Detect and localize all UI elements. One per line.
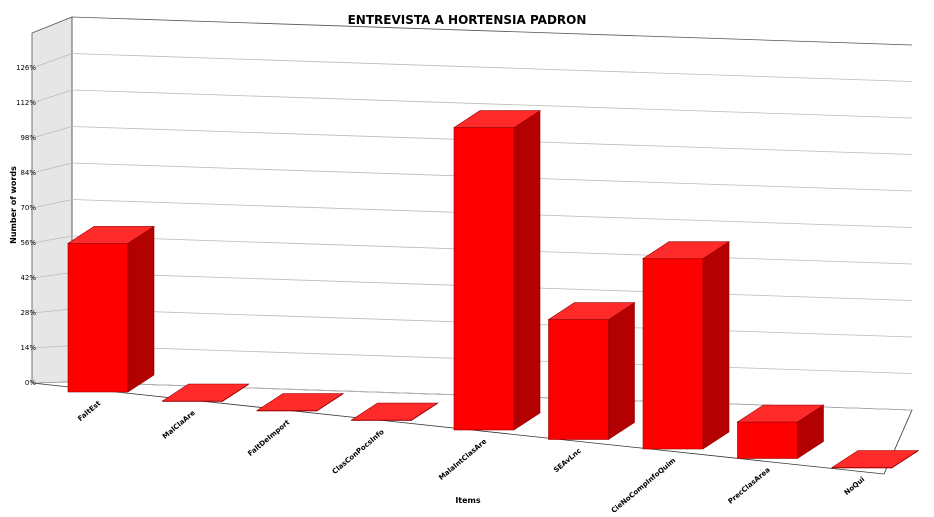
bar [161, 383, 250, 403]
grid-line-side [31, 272, 73, 279]
bar-front [548, 319, 609, 440]
y-tick-label: 28% [20, 309, 36, 317]
grid-line-side [31, 53, 73, 69]
left-wall [31, 16, 73, 384]
grid-line-side [31, 308, 73, 314]
y-tick-label: 70% [20, 204, 36, 212]
y-tick-label: 126% [16, 64, 36, 72]
grid-line-side [31, 345, 73, 349]
bar-side [608, 302, 635, 441]
grid-line [71, 89, 913, 119]
bar-top [161, 383, 250, 402]
category-label: NoQui [843, 475, 867, 497]
grid-line-side [31, 235, 73, 244]
y-axis-label: Number of words [9, 166, 18, 244]
category-label: MalClaAre [161, 409, 197, 441]
bar-front [67, 243, 129, 393]
bar-top [66, 226, 156, 244]
grid-line-side [31, 89, 73, 104]
y-tick-labels: 0% 14% 28% 42% 56% 70% 84% 98% 112% 126% [16, 64, 36, 387]
category-label: PrecClasArea [727, 466, 772, 506]
bar-front [737, 421, 798, 459]
y-tick-label: 98% [20, 134, 36, 142]
category-label: ClasConPocsInfo [331, 428, 386, 476]
bar [350, 402, 439, 422]
chart-title: ENTREVISTA A HORTENSIA PADRON [348, 13, 587, 27]
y-tick-label: 42% [20, 274, 36, 282]
grid-line-side [31, 381, 73, 384]
bar-top [641, 241, 731, 259]
bar-side [513, 110, 541, 431]
bar [641, 241, 731, 450]
bar [830, 449, 920, 469]
bar [255, 392, 345, 412]
y-tick-label: 14% [20, 344, 36, 352]
grid-line-side [31, 199, 73, 209]
y-tick-label: 84% [20, 169, 36, 177]
bar [452, 110, 542, 431]
grid-line-side [31, 126, 73, 139]
category-label: FaltDeImport [246, 418, 291, 458]
x-axis-label: Items [455, 496, 481, 505]
bar-front [642, 258, 704, 450]
bar-front [453, 127, 515, 431]
bar [547, 302, 636, 441]
grid-line [71, 53, 913, 82]
bar-top [350, 402, 439, 421]
bar-top [736, 404, 825, 423]
category-label: SEAvLnc [552, 447, 583, 474]
bar-top [547, 302, 636, 320]
bar [736, 404, 825, 460]
bars [66, 110, 920, 469]
bar-side [127, 225, 155, 393]
grid-line-side [31, 162, 73, 174]
y-tick-label: 112% [16, 99, 36, 107]
bar-top [255, 393, 345, 411]
bar-side [702, 241, 730, 450]
category-label: FaltEst [76, 399, 102, 423]
category-label: CieNoCompInfoQuim [610, 456, 677, 512]
bar [66, 225, 156, 393]
category-label: MalaIntClasAre [437, 437, 488, 482]
y-tick-label: 56% [20, 239, 36, 247]
bar-top [830, 450, 920, 468]
y-tick-label: 0% [25, 379, 36, 387]
bar-top [452, 110, 542, 128]
